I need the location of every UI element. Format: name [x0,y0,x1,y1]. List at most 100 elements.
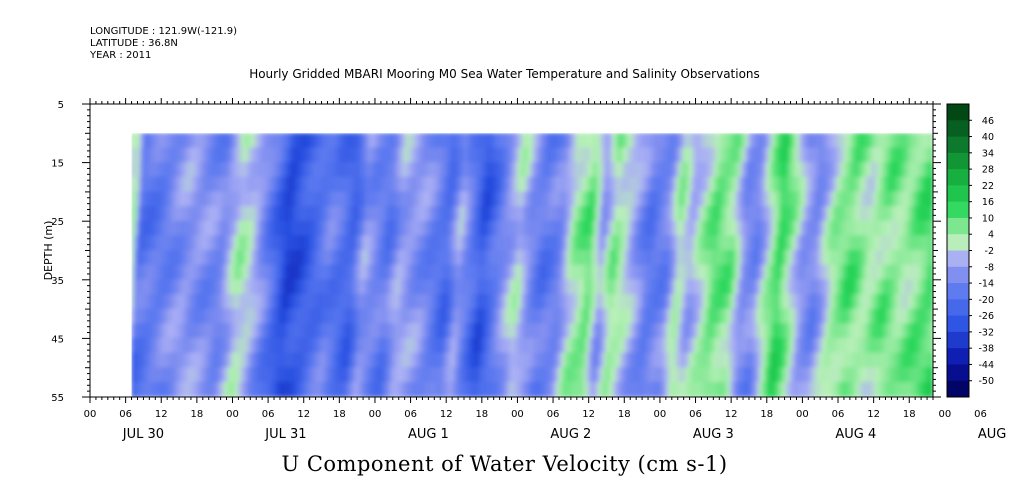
heatmap-cell [445,162,450,178]
heatmap-cell [597,220,602,237]
heatmap-cell [662,206,667,222]
heatmap-cell [754,323,759,339]
heatmap-cell [769,264,774,281]
heatmap-cell [413,235,418,251]
heatmap-cell [481,337,486,354]
heatmap-cell [134,250,138,266]
heatmap-cell [552,147,557,164]
heatmap-cell [151,162,156,178]
heatmap-cell [398,381,403,398]
heatmap-cell [395,235,400,251]
heatmap-cell [769,367,774,383]
heatmap-cell [890,323,895,339]
heatmap-cell [398,293,403,310]
heatmap-cell [689,381,694,398]
heatmap-cell [131,235,136,251]
heatmap-cell [920,381,925,398]
heatmap-cell [582,220,587,237]
heatmap-cell [867,147,872,164]
heatmap-cell [680,176,685,193]
heatmap-cell [199,162,204,178]
heatmap-cell [430,176,435,193]
heatmap-cell [362,367,367,383]
heatmap-cell [472,250,477,266]
heatmap-cell [620,381,625,398]
heatmap-cell [769,133,774,149]
heatmap-cell [270,176,275,193]
heatmap-cell [276,381,281,398]
heatmap-cell [487,293,492,310]
heatmap-cell [386,352,391,369]
heatmap-cell [650,323,655,339]
heatmap-cell [401,279,406,295]
heatmap-cell [861,133,866,149]
heatmap-cell [813,337,818,354]
heatmap-cell [784,337,789,354]
heatmap-cell [478,191,483,208]
heatmap-cell [145,220,150,237]
heatmap-cell [588,191,593,208]
heatmap-cell [629,176,634,193]
heatmap-cell [763,235,768,251]
heatmap-cell [920,323,925,339]
heatmap-cell [795,367,800,383]
heatmap-cell [855,308,860,325]
heatmap-cell [680,264,685,281]
heatmap-cell [240,337,245,354]
heatmap-cell [540,191,545,208]
heatmap-cell [849,367,854,383]
heatmap-cell [561,206,566,222]
heatmap-cell [674,176,679,193]
heatmap-cell [300,176,305,193]
heatmap-cell [715,147,720,164]
heatmap-cell [193,250,198,266]
heatmap-cell [522,250,527,266]
heatmap-cell [579,191,584,208]
heatmap-cell [448,264,453,281]
heatmap-cell [525,191,530,208]
heatmap-cell [433,367,438,383]
heatmap-cell [234,323,239,339]
heatmap-cell [454,191,459,208]
heatmap-cell [828,323,833,339]
heatmap-cell [849,206,854,222]
heatmap-cell [273,147,278,164]
heatmap-cell [273,176,278,193]
heatmap-cell [401,381,406,398]
heatmap-cell [496,381,501,398]
heatmap-cell [519,176,524,193]
heatmap-cell [674,337,679,354]
heatmap-cell [822,147,827,164]
heatmap-cell [861,308,866,325]
heatmap-cell [356,250,361,266]
heatmap-cell [632,162,637,178]
heatmap-cell [653,367,658,383]
heatmap-cell [279,367,284,383]
heatmap-cell [588,264,593,281]
heatmap-cell [365,250,370,266]
heatmap-cell [312,162,317,178]
heatmap-cell [787,133,792,149]
heatmap-cell [790,220,794,237]
heatmap-cell [736,220,741,237]
heatmap-cell [626,352,631,369]
heatmap-cell [404,250,409,266]
heatmap-cell [234,279,239,295]
heatmap-cell [513,191,518,208]
heatmap-cell [312,337,317,354]
heatmap-cell [534,176,539,193]
heatmap-cell [908,264,913,281]
heatmap-cell [359,293,364,310]
heatmap-cell [231,147,236,164]
heatmap-cell [261,147,266,164]
heatmap-cell [594,176,599,193]
heatmap-cell [804,176,809,193]
heatmap-cell [683,308,688,325]
heatmap-cell [537,133,542,149]
heatmap-cell [329,191,334,208]
heatmap-cell [309,206,314,222]
heatmap-cell [359,337,364,354]
heatmap-cell [671,337,676,354]
heatmap-cell [344,133,349,149]
heatmap-cell [558,323,563,339]
